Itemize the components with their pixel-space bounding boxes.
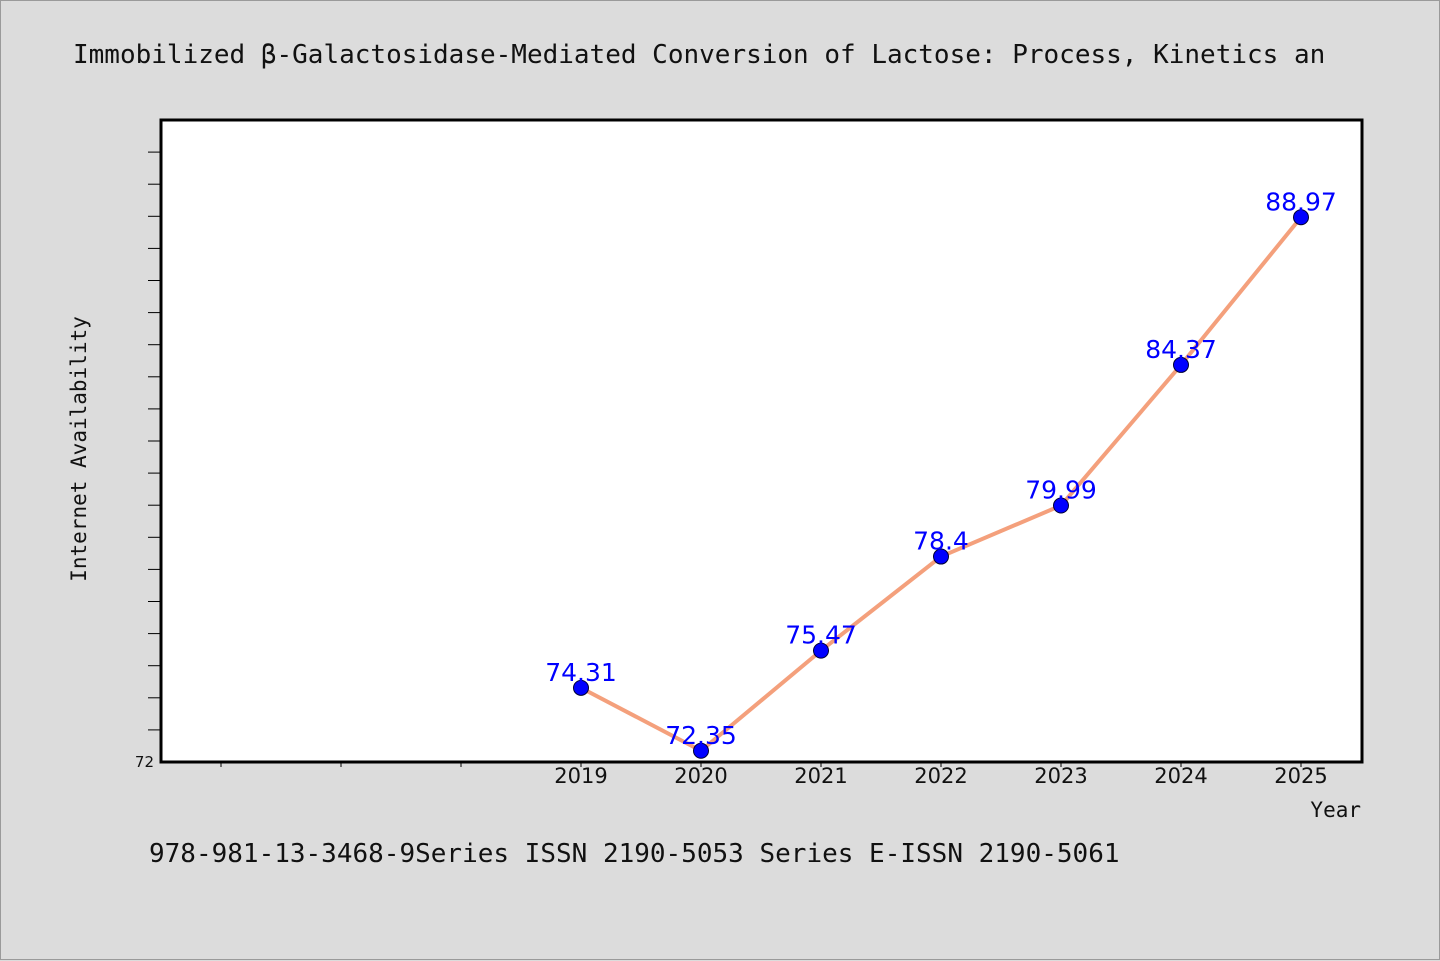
data-point xyxy=(1293,209,1309,226)
x-tick-label: 2025 xyxy=(1274,764,1327,788)
y-axis-ticks: 72 xyxy=(135,151,161,771)
plot-area xyxy=(159,118,1364,764)
y-axis-label: Internet Availability xyxy=(67,316,91,582)
data-label: 84.37 xyxy=(1145,335,1217,364)
data-label: 75.47 xyxy=(785,621,857,650)
data-point xyxy=(1053,497,1069,514)
x-tick-label: 2023 xyxy=(1034,764,1087,788)
data-label: 79.99 xyxy=(1025,476,1097,505)
x-tick-label: 2021 xyxy=(794,764,847,788)
data-point xyxy=(813,642,829,659)
data-point xyxy=(933,548,949,565)
x-tick-label: 2019 xyxy=(554,764,607,788)
data-label: 88.97 xyxy=(1265,187,1337,216)
chart-title: Immobilized β-Galactosidase-Mediated Con… xyxy=(73,40,1325,70)
data-point xyxy=(573,679,589,696)
data-label: 72.35 xyxy=(665,721,737,750)
x-axis-label: Year xyxy=(1310,798,1361,822)
y-tick-label: 72 xyxy=(135,753,154,771)
data-point xyxy=(693,742,709,759)
data-point xyxy=(1173,356,1189,373)
x-tick-label: 2024 xyxy=(1154,764,1207,788)
series-layer: 74.31 72.35 75.47 78.4 79.99 84.37 88.97 xyxy=(545,187,1337,759)
footer-isbn-issn: 978-981-13-3468-9Series ISSN 2190-5053 S… xyxy=(149,839,1120,869)
x-tick-label: 2020 xyxy=(674,764,727,788)
x-tick-label: 2022 xyxy=(914,764,967,788)
data-label: 74.31 xyxy=(545,658,617,687)
data-label: 78.4 xyxy=(913,527,969,556)
x-axis-ticks: 2019 2020 2021 2022 2023 2024 2025 xyxy=(220,762,1328,788)
